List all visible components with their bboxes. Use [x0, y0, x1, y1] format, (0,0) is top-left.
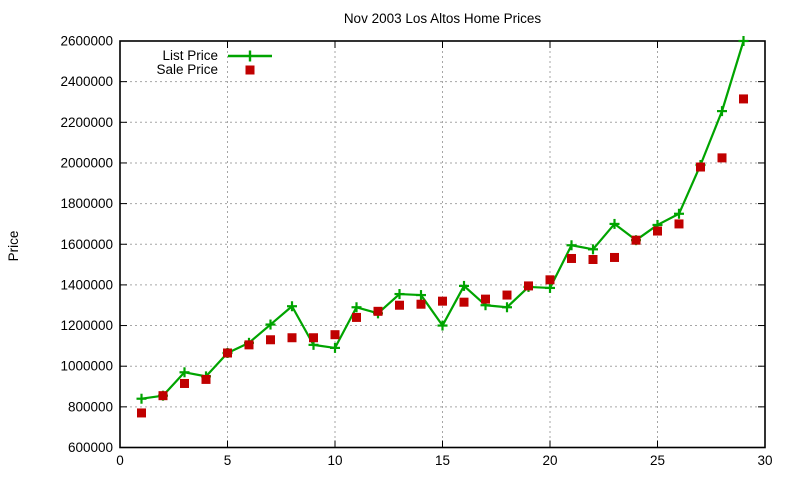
sale-price-point	[158, 391, 168, 401]
y-tick-label: 600000	[68, 440, 113, 455]
gridlines	[120, 41, 765, 448]
sale-price-point	[244, 340, 254, 350]
x-tick-label: 25	[650, 453, 665, 468]
sale-price-point	[717, 153, 727, 163]
y-tick-label: 2000000	[60, 155, 113, 170]
sale-price-point	[180, 378, 189, 388]
legend-label-sale-price: Sale Price	[156, 62, 218, 77]
sale-price-point	[137, 408, 146, 418]
x-tick-label: 30	[757, 453, 772, 468]
sale-price-point	[287, 333, 297, 343]
sale-price-point	[309, 333, 318, 343]
y-tick-label: 800000	[68, 399, 113, 414]
sale-price-point	[330, 330, 340, 340]
x-tick-label: 5	[224, 453, 232, 468]
sale-price-point	[223, 348, 232, 358]
y-tick-label: 2200000	[60, 115, 113, 130]
series-sale-price	[137, 94, 748, 418]
sale-price-point	[459, 297, 469, 307]
sale-price-point	[395, 300, 404, 310]
sale-price-point	[631, 235, 641, 245]
x-tick-label: 15	[435, 453, 450, 468]
sale-price-point	[739, 94, 748, 104]
sale-price-point	[352, 312, 361, 322]
sale-price-point	[653, 226, 662, 236]
sale-price-point	[416, 299, 426, 309]
x-tick-label: 0	[116, 453, 124, 468]
legend-item-sale-price: Sale Price	[120, 63, 276, 77]
x-tick-label: 10	[327, 453, 342, 468]
axis-tick-labels: 0 5 10 15 20 25 30 600000 800000 1000000 1200000 14…	[60, 34, 772, 469]
legend-label-list-price: List Price	[162, 48, 218, 63]
sale-price-point	[524, 281, 533, 291]
sale-price-point	[438, 296, 447, 306]
sale-price-point	[674, 219, 684, 229]
sale-price-point	[266, 335, 275, 345]
sale-price-point	[545, 275, 555, 285]
legend-item-list-price: List Price	[120, 49, 276, 63]
sale-price-point	[567, 253, 576, 263]
y-tick-label: 1000000	[60, 359, 113, 374]
sale-price-point	[502, 290, 512, 300]
sale-price-marker-icon	[245, 65, 255, 75]
y-tick-label: 1800000	[60, 196, 113, 211]
y-tick-label: 1400000	[60, 277, 113, 292]
sale-price-point	[588, 254, 598, 264]
legend: List Price Sale Price	[120, 49, 276, 77]
plot-border	[119, 40, 766, 449]
x-tick-label: 20	[542, 453, 557, 468]
y-tick-label: 2400000	[60, 74, 113, 89]
list-price-line-icon	[228, 50, 272, 62]
sale-price-point	[481, 294, 490, 304]
y-tick-label: 2600000	[60, 34, 113, 49]
sale-price-point	[201, 374, 211, 384]
sale-price-point	[373, 306, 383, 316]
y-tick-label: 1200000	[60, 318, 113, 333]
chart-title: Nov 2003 Los Altos Home Prices	[343, 11, 542, 26]
sale-price-point	[696, 162, 705, 172]
y-tick-label: 1600000	[60, 237, 113, 252]
sale-price-point	[610, 252, 619, 262]
